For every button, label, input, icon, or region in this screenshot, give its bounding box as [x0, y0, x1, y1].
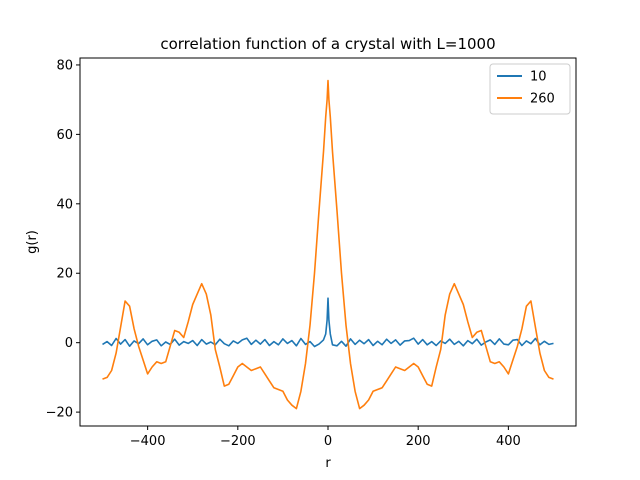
chart-title: correlation function of a crystal with L…	[160, 35, 495, 53]
y-tick-label: 40	[56, 197, 73, 212]
legend-label-10: 10	[530, 70, 547, 85]
series-line-260	[102, 79, 554, 410]
y-axis-ticks: −20 0 20 40 60 80	[46, 58, 80, 421]
plot-lines	[102, 79, 554, 410]
y-tick-label: 60	[56, 128, 73, 143]
x-tick-label: −400	[130, 434, 166, 449]
x-axis-title: r	[325, 456, 331, 471]
x-tick-label: −200	[220, 434, 256, 449]
x-tick-label: 200	[406, 434, 431, 449]
x-tick-label: 0	[324, 434, 332, 449]
x-axis-ticks: −400 −200 0 200 400	[130, 426, 521, 449]
y-tick-label: 80	[56, 58, 73, 73]
y-tick-label: 20	[56, 267, 73, 282]
y-axis-title: g(r)	[25, 230, 40, 254]
legend: 10 260	[489, 63, 571, 115]
y-tick-label: 0	[65, 336, 73, 351]
series-line-10	[102, 297, 554, 348]
x-tick-label: 400	[496, 434, 521, 449]
y-tick-label: −20	[46, 406, 73, 421]
legend-label-260: 260	[530, 92, 555, 107]
